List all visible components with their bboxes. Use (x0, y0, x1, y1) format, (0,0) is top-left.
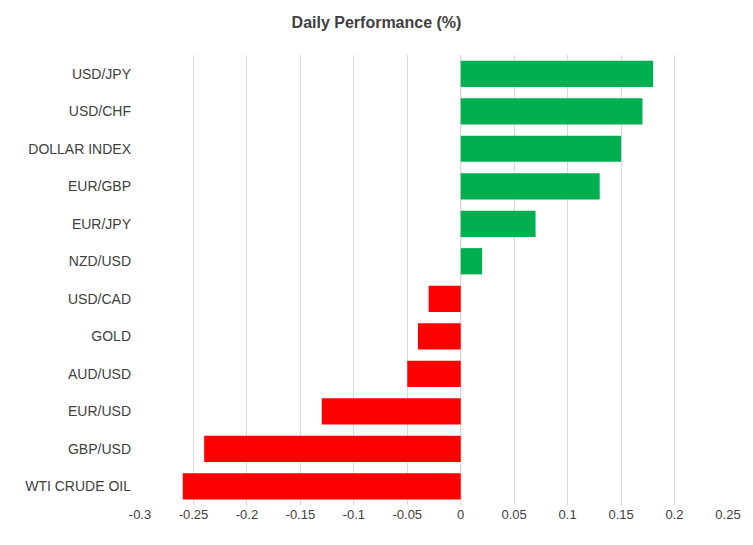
svg-text:-0.2: -0.2 (236, 507, 258, 522)
svg-text:0.15: 0.15 (608, 507, 633, 522)
svg-text:-0.1: -0.1 (343, 507, 365, 522)
svg-text:0.2: 0.2 (666, 507, 684, 522)
svg-text:EUR/USD: EUR/USD (68, 403, 131, 419)
svg-text:NZD/USD: NZD/USD (69, 253, 131, 269)
svg-text:GBP/USD: GBP/USD (68, 441, 131, 457)
svg-text:DOLLAR INDEX: DOLLAR INDEX (28, 141, 131, 157)
svg-text:GOLD: GOLD (91, 328, 131, 344)
svg-text:0: 0 (457, 507, 464, 522)
svg-text:0.05: 0.05 (502, 507, 527, 522)
svg-text:-0.25: -0.25 (179, 507, 209, 522)
svg-text:WTI CRUDE OIL: WTI CRUDE OIL (25, 478, 131, 494)
svg-text:EUR/GBP: EUR/GBP (68, 178, 131, 194)
svg-text:0.1: 0.1 (559, 507, 577, 522)
svg-text:-0.05: -0.05 (392, 507, 422, 522)
svg-text:-0.3: -0.3 (129, 507, 151, 522)
svg-text:0.25: 0.25 (715, 507, 740, 522)
svg-text:Daily Performance (%): Daily Performance (%) (292, 14, 462, 31)
svg-text:EUR/JPY: EUR/JPY (72, 216, 132, 232)
svg-text:USD/CHF: USD/CHF (69, 103, 131, 119)
svg-text:USD/CAD: USD/CAD (68, 291, 131, 307)
svg-text:USD/JPY: USD/JPY (72, 66, 132, 82)
svg-text:AUD/USD: AUD/USD (68, 366, 131, 382)
svg-text:-0.15: -0.15 (286, 507, 316, 522)
